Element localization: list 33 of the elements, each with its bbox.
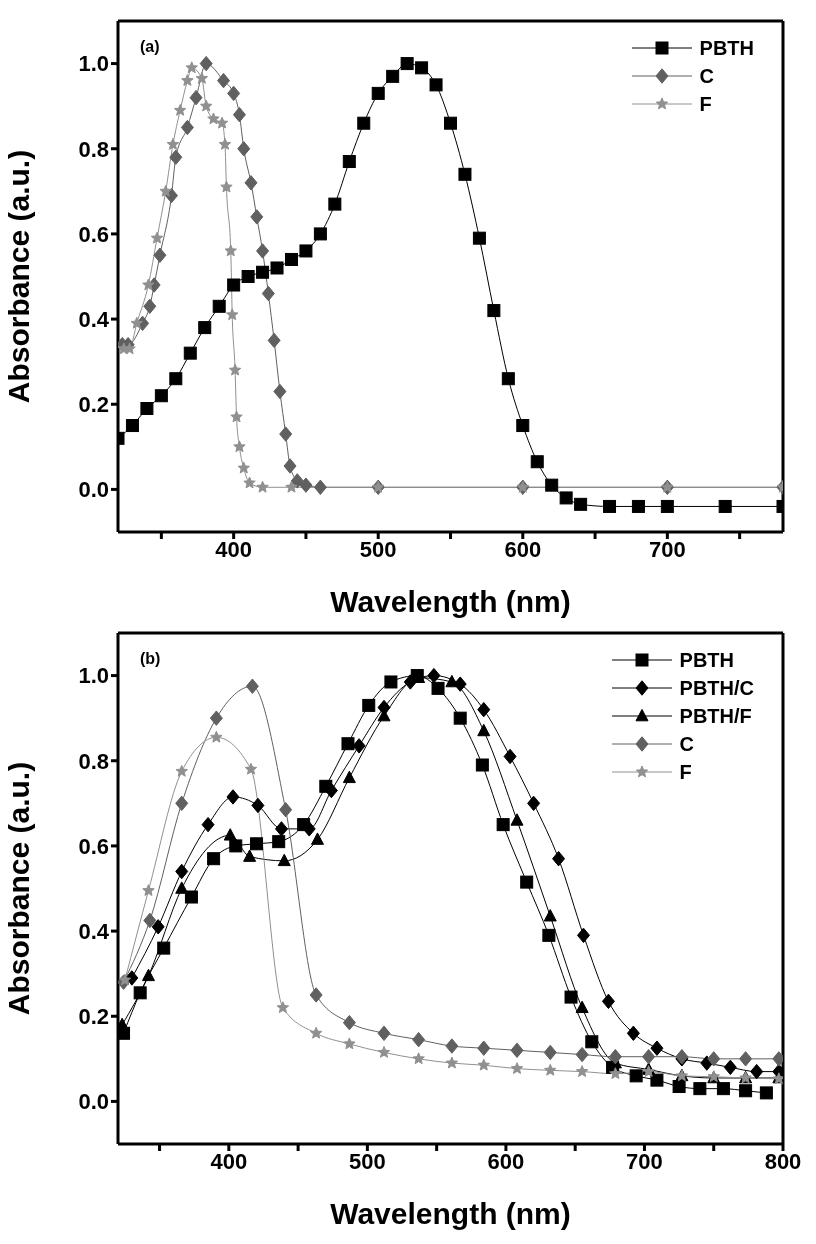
x-tick-label: 700 xyxy=(626,1148,663,1174)
legend-label: C xyxy=(699,64,714,88)
y-tick-label: 0.0 xyxy=(78,477,109,503)
y-tick-label: 0.6 xyxy=(78,221,109,247)
y-tick-label: 1.0 xyxy=(78,663,109,689)
y-tick-label: 0.8 xyxy=(78,748,109,774)
x-tick-label: 500 xyxy=(359,536,397,562)
x-tick-label: 600 xyxy=(487,1148,525,1174)
y-tick-label: 0.0 xyxy=(78,1089,109,1115)
x-tick-label: 600 xyxy=(504,536,542,562)
legend-label: F xyxy=(679,760,692,784)
legend-label: PBTH/F xyxy=(679,704,752,728)
y-tick-label: 0.2 xyxy=(78,392,109,418)
y-tick-label: 0.4 xyxy=(78,306,110,332)
annotation: (a) xyxy=(140,38,160,56)
y-tick-label: 0.4 xyxy=(78,918,110,944)
x-axis-title: Wavelength (nm) xyxy=(330,585,571,618)
x-tick-label: 800 xyxy=(764,1148,802,1174)
x-axis-title: Wavelength (nm) xyxy=(330,1197,571,1230)
x-tick-label: 700 xyxy=(648,536,686,562)
y-tick-label: 0.6 xyxy=(78,833,109,859)
y-tick-label: 0.2 xyxy=(78,1004,109,1030)
legend-label: PBTH xyxy=(699,36,754,60)
legend-label: PBTH xyxy=(679,648,734,672)
y-tick-label: 0.8 xyxy=(78,136,109,162)
x-tick-label: 400 xyxy=(215,536,253,562)
legend-label: F xyxy=(699,92,712,116)
y-tick-label: 1.0 xyxy=(78,51,109,77)
x-tick-label: 500 xyxy=(349,1148,386,1174)
legend-label: PBTH/C xyxy=(679,676,754,700)
legend-label: C xyxy=(679,732,694,756)
annotation: (b) xyxy=(140,650,161,668)
x-tick-label: 400 xyxy=(210,1148,248,1174)
